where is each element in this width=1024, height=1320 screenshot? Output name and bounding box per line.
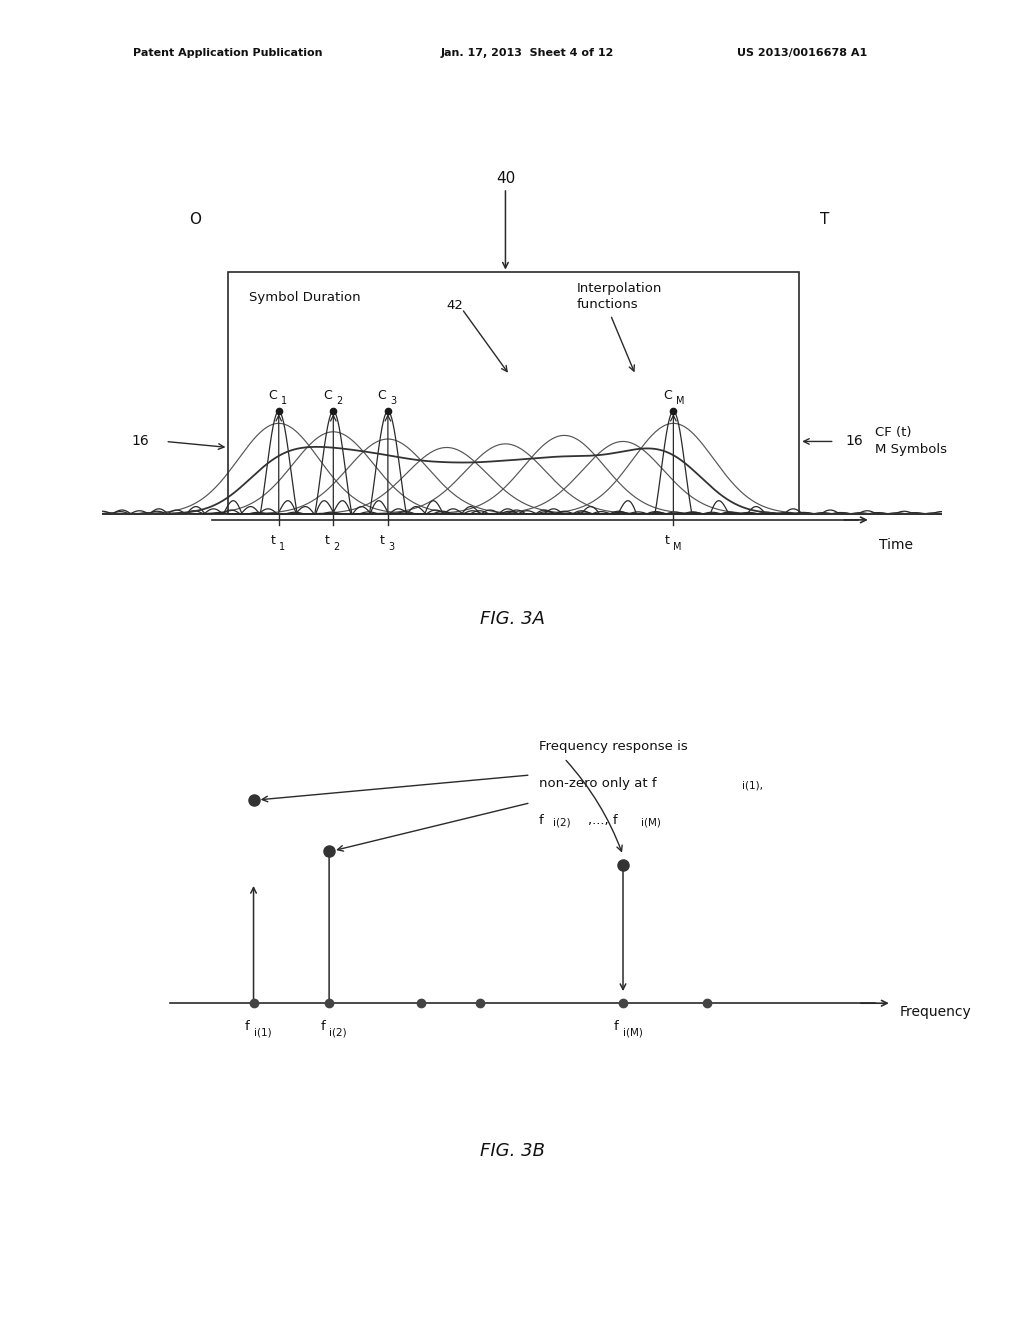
Text: 16: 16	[131, 434, 150, 449]
Text: US 2013/0016678 A1: US 2013/0016678 A1	[737, 48, 867, 58]
Text: FIG. 3B: FIG. 3B	[479, 1142, 545, 1160]
Text: 1: 1	[279, 541, 285, 552]
Text: f: f	[321, 1020, 325, 1032]
Text: 2: 2	[336, 396, 342, 407]
Text: Time: Time	[879, 539, 913, 552]
Text: C: C	[663, 388, 672, 401]
Text: f: f	[614, 1020, 618, 1032]
Text: i(2): i(2)	[553, 817, 571, 828]
Text: i(M): i(M)	[623, 1027, 643, 1038]
Text: i(1): i(1)	[254, 1027, 271, 1038]
Text: t: t	[270, 535, 275, 548]
Text: Frequency response is: Frequency response is	[539, 739, 688, 752]
Text: FIG. 3A: FIG. 3A	[479, 610, 545, 628]
Text: 42: 42	[446, 300, 464, 312]
Text: ,..., f: ,..., f	[588, 813, 617, 826]
Text: M: M	[674, 541, 682, 552]
Text: Symbol Duration: Symbol Duration	[250, 290, 361, 304]
Text: C: C	[378, 388, 386, 401]
Text: t: t	[666, 535, 670, 548]
Text: Patent Application Publication: Patent Application Publication	[133, 48, 323, 58]
Text: f: f	[539, 813, 544, 826]
Text: i(2): i(2)	[329, 1027, 347, 1038]
Text: Jan. 17, 2013  Sheet 4 of 12: Jan. 17, 2013 Sheet 4 of 12	[440, 48, 613, 58]
Text: C: C	[323, 388, 332, 401]
Text: 3: 3	[390, 396, 396, 407]
Text: i(1),: i(1),	[742, 780, 763, 791]
Text: O: O	[188, 211, 201, 227]
Text: 40: 40	[496, 170, 515, 186]
Text: T: T	[820, 211, 829, 227]
Text: CF (t)
M Symbols: CF (t) M Symbols	[874, 426, 947, 457]
Text: 1: 1	[282, 396, 288, 407]
Text: t: t	[325, 535, 330, 548]
Text: 16: 16	[845, 434, 863, 449]
Text: Interpolation
functions: Interpolation functions	[577, 282, 663, 312]
Text: C: C	[268, 388, 278, 401]
Text: non-zero only at f: non-zero only at f	[539, 776, 656, 789]
Text: 2: 2	[334, 541, 340, 552]
Text: Frequency: Frequency	[900, 1006, 972, 1019]
Text: t: t	[380, 535, 385, 548]
Text: 3: 3	[388, 541, 394, 552]
Text: M: M	[676, 396, 684, 407]
Text: i(M): i(M)	[641, 817, 662, 828]
Text: f: f	[245, 1020, 250, 1032]
